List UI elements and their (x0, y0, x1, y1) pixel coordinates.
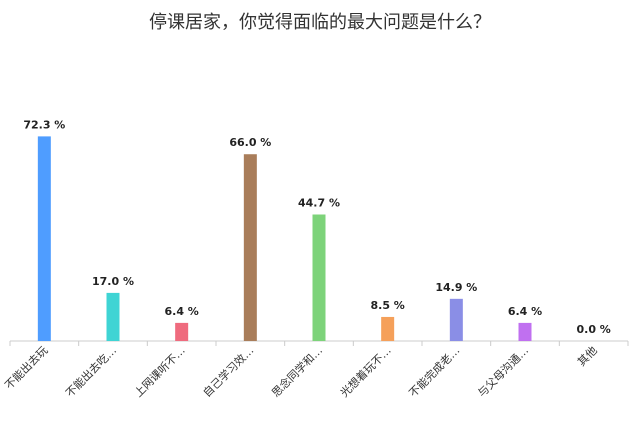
x-tick-label: 不能完成老… (406, 343, 463, 400)
x-tick-label: 思念同学和… (269, 343, 326, 400)
data-label: 6.4 % (508, 305, 542, 318)
data-label: 8.5 % (370, 299, 404, 312)
x-tick-label: 与父母沟通… (475, 344, 531, 400)
bar (381, 316, 395, 341)
bar (175, 322, 189, 341)
data-label: 66.0 % (229, 136, 271, 149)
data-label: 0.0 % (576, 323, 610, 336)
bar (312, 214, 326, 341)
x-tick-label: 其他 (575, 344, 600, 369)
bar (518, 322, 532, 341)
x-tick-label: 自己学习效… (200, 343, 257, 400)
x-tick-label: 光想着玩不… (337, 343, 394, 400)
bar (106, 292, 120, 341)
x-tick-label: 不能出去吃… (63, 343, 120, 400)
data-label: 14.9 % (435, 281, 477, 294)
data-label: 44.7 % (298, 196, 340, 209)
data-label: 17.0 % (92, 275, 134, 288)
chart-title: 停课居家，你觉得面临的最大问题是什么？ (149, 12, 491, 33)
bar (37, 136, 51, 341)
x-tick-label: 上网课听不… (132, 344, 188, 400)
bar (243, 154, 257, 341)
data-label: 72.3 % (23, 118, 65, 131)
data-label: 6.4 % (164, 305, 198, 318)
x-tick-label: 不能出去玩 (2, 343, 51, 392)
bar (449, 298, 463, 341)
